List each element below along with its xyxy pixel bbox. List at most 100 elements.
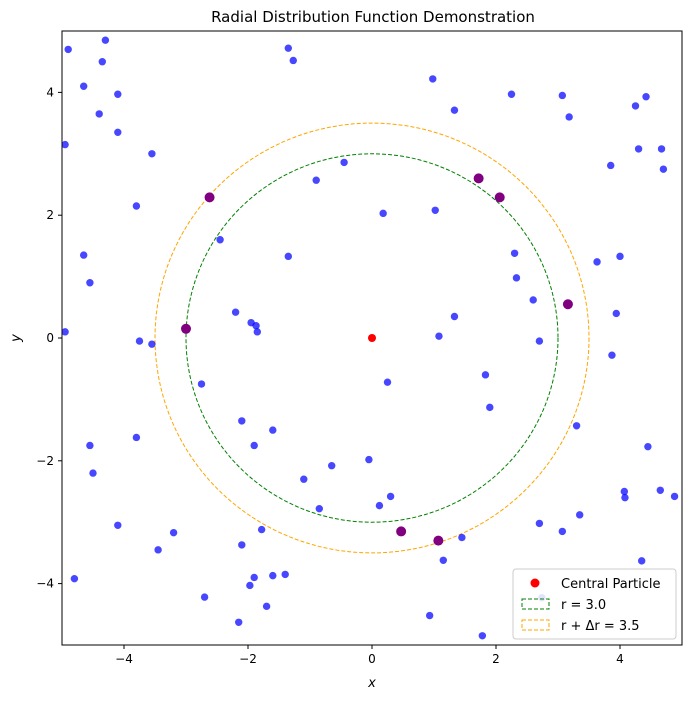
- particle-point: [132, 202, 141, 210]
- shell-particle-point: [562, 299, 573, 310]
- particle-point: [478, 632, 487, 640]
- particle-point: [558, 527, 567, 536]
- particle-point: [98, 58, 107, 66]
- particle-point: [576, 511, 584, 519]
- particle-point: [114, 90, 122, 98]
- particle-point: [512, 274, 521, 282]
- particle-point: [634, 145, 643, 153]
- particle-point: [80, 251, 88, 259]
- particle-point: [558, 91, 567, 100]
- particle-point: [657, 145, 666, 153]
- y-tick-label: 4: [46, 85, 54, 99]
- particle-point: [656, 486, 664, 494]
- particle-point: [70, 574, 79, 583]
- particle-point: [659, 165, 668, 173]
- particle-point: [450, 106, 459, 114]
- shell-particle-point: [494, 192, 505, 203]
- y-axis-label: y: [9, 334, 24, 343]
- shell-particle-point: [433, 535, 444, 546]
- legend-marker-circle-2: [521, 619, 550, 631]
- legend-label: r = 3.0: [561, 598, 606, 613]
- particle-point: [86, 279, 94, 287]
- particle-point: [216, 236, 224, 244]
- particle-point: [238, 541, 246, 549]
- shell-particle-point: [204, 192, 215, 203]
- particle-point: [246, 581, 254, 590]
- particle-point: [429, 75, 437, 83]
- particle-point: [250, 573, 258, 582]
- particle-point: [607, 161, 615, 170]
- particle-point: [638, 557, 646, 565]
- particle-point: [289, 56, 297, 65]
- x-tick-label: 2: [492, 652, 500, 666]
- particle-point: [312, 176, 320, 184]
- particle-point: [593, 258, 601, 266]
- particle-point: [252, 322, 260, 330]
- particle-point: [86, 441, 94, 450]
- particle-point: [535, 519, 544, 528]
- particle-point: [481, 371, 490, 379]
- particle-point: [450, 312, 459, 321]
- particle-point: [80, 82, 88, 90]
- axis-ticks: −4 −2 0 2 4 −4 −2 0 2 4: [36, 85, 624, 666]
- shell-circle-1: [185, 153, 559, 523]
- particle-point: [535, 337, 544, 345]
- particle-point: [281, 570, 289, 579]
- legend-marker-circle-1: [521, 598, 550, 610]
- x-tick-label: −2: [239, 652, 257, 666]
- legend-label: Central Particle: [561, 577, 661, 592]
- particle-point: [148, 150, 156, 158]
- particle-point: [612, 309, 620, 318]
- particle-point: [616, 252, 624, 261]
- y-tick-label: −4: [36, 577, 54, 591]
- particle-point: [62, 140, 69, 149]
- shell-particle-point: [396, 526, 407, 537]
- particle-point: [253, 328, 261, 336]
- particle-point: [64, 45, 72, 54]
- particle-point: [565, 113, 573, 121]
- particle-point: [154, 546, 162, 554]
- particle-point: [62, 328, 69, 336]
- x-tick-label: 4: [616, 652, 624, 666]
- particle-point: [383, 378, 392, 386]
- particle-point: [572, 422, 581, 430]
- particle-point: [200, 593, 209, 601]
- particle-point: [510, 249, 519, 257]
- particle-point: [620, 487, 629, 496]
- particle-point: [631, 102, 640, 110]
- particle-point: [425, 611, 434, 620]
- shell-circle-2: [154, 122, 590, 554]
- particle-point: [89, 469, 97, 477]
- particle-point: [670, 492, 679, 501]
- particle-point: [95, 110, 103, 118]
- particle-point: [608, 351, 616, 359]
- particle-point: [262, 602, 271, 611]
- particle-point: [621, 493, 629, 502]
- particle-point: [379, 209, 387, 218]
- y-tick-label: 0: [46, 331, 54, 345]
- y-tick-label: −2: [36, 454, 54, 468]
- legend: Central Particle r = 3.0 r + Δr = 3.5: [512, 568, 677, 640]
- particle-point: [340, 158, 348, 167]
- particle-point: [269, 571, 277, 580]
- x-tick-label: 0: [368, 652, 376, 666]
- particle-point: [114, 521, 122, 529]
- particle-point: [644, 442, 652, 451]
- shell-particle-point: [181, 323, 191, 334]
- particle-point: [431, 206, 439, 214]
- particle-point: [114, 128, 122, 137]
- particle-point: [284, 44, 292, 52]
- particle-point: [435, 332, 443, 340]
- legend-box: [512, 568, 677, 640]
- legend-label: r + Δr = 3.5: [561, 619, 640, 634]
- x-axis-label: x: [367, 676, 376, 691]
- particle-point: [328, 462, 336, 470]
- particle-point: [439, 556, 447, 564]
- chart-title: Radial Distribution Function Demonstrati…: [211, 8, 535, 26]
- particle-point: [231, 308, 240, 316]
- particle-point: [375, 501, 384, 510]
- particle-point: [365, 455, 373, 464]
- y-tick-label: 2: [46, 208, 54, 222]
- particle-point: [101, 36, 110, 44]
- particle-point: [250, 441, 258, 450]
